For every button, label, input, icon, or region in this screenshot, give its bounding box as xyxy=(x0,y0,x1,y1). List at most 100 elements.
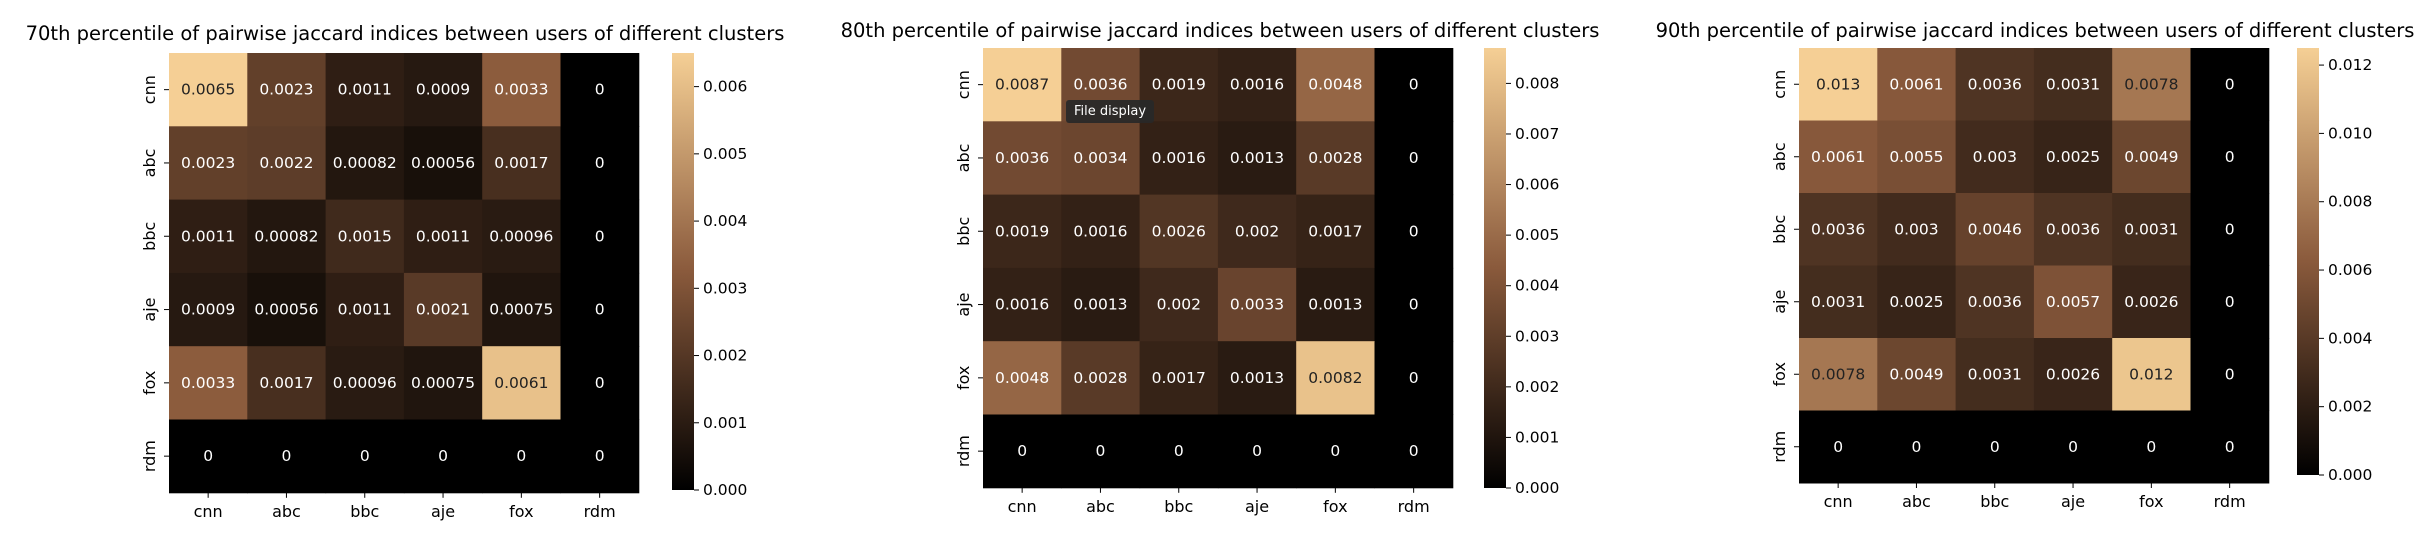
cell-label: 0 xyxy=(595,227,605,245)
colorbar-tick-label: 0.002 xyxy=(2328,398,2372,416)
cell-label: 0.0049 xyxy=(2124,148,2178,166)
y-tick-label: rdm xyxy=(954,435,973,467)
cell-label: 0 xyxy=(1409,369,1419,387)
cell-label: 0.0031 xyxy=(2124,220,2178,238)
colorbar xyxy=(1484,48,1506,488)
heatmap-cell xyxy=(2033,410,2113,484)
y-tick-label: cnn xyxy=(140,75,159,104)
cell-label: 0.002 xyxy=(1157,296,1201,314)
heatmap-cell xyxy=(1374,267,1454,342)
heatmap-cell xyxy=(983,414,1062,489)
heatmap-cell xyxy=(560,199,640,274)
cell-label: 0 xyxy=(1409,222,1419,240)
heatmap-cell xyxy=(983,267,1062,342)
cell-label: 0.00096 xyxy=(333,374,397,392)
heatmap-cell xyxy=(2190,265,2270,339)
heatmap-cell xyxy=(247,199,327,274)
cell-label: 0.0009 xyxy=(181,301,235,319)
colorbar-tick-label: 0.003 xyxy=(1515,327,1559,345)
cell-label: 0 xyxy=(2225,75,2235,93)
heatmap-cell xyxy=(325,126,405,201)
cell-label: 0.0057 xyxy=(2046,293,2100,311)
cell-label: 0.0016 xyxy=(1152,149,1206,167)
cell-label: 0.0055 xyxy=(1889,148,1943,166)
colorbar-tick-label: 0.004 xyxy=(2328,329,2372,347)
cell-label: 0.0078 xyxy=(2124,75,2178,93)
colorbar xyxy=(672,53,694,490)
heatmap-cell xyxy=(325,419,405,494)
heatmap-cell xyxy=(247,272,327,347)
y-tick-label: aje xyxy=(140,298,159,322)
heatmap-cell xyxy=(1296,194,1375,269)
y-tick-label: bbc xyxy=(1770,215,1789,244)
heatmap-cell xyxy=(482,53,561,127)
cell-label: 0 xyxy=(1096,442,1106,460)
cell-label: 0.0036 xyxy=(2046,220,2100,238)
heatmap-cell xyxy=(1374,341,1454,415)
colorbar-tick-label: 0.000 xyxy=(1515,479,1559,497)
cell-label: 0 xyxy=(1409,296,1419,314)
cell-label: 0 xyxy=(595,154,605,172)
x-tick-label: bbc xyxy=(1164,497,1193,516)
cell-label: 0.00075 xyxy=(489,301,553,319)
heatmap-cell xyxy=(1217,194,1297,269)
cell-label: 0.0065 xyxy=(181,81,235,99)
cell-label: 0.0082 xyxy=(1308,369,1362,387)
x-tick-label: fox xyxy=(1323,497,1347,516)
cell-label: 0 xyxy=(1990,438,2000,456)
heatmap-cell xyxy=(2112,338,2191,411)
colorbar-tick-label: 0.006 xyxy=(1515,176,1559,194)
y-tick-label: bbc xyxy=(140,222,159,251)
heatmap-cell xyxy=(1877,48,1957,121)
heatmap-cell xyxy=(1061,267,1141,342)
cell-label: 0.0011 xyxy=(181,227,235,245)
cell-label: 0.0078 xyxy=(1811,365,1865,383)
heatmap-cell xyxy=(1374,414,1454,489)
colorbar-tick-label: 0.005 xyxy=(1515,226,1559,244)
x-tick-label: fox xyxy=(509,502,533,521)
heatmap-cell xyxy=(1061,121,1141,196)
cell-label: 0.0015 xyxy=(338,227,392,245)
x-tick-label: fox xyxy=(2139,492,2163,511)
heatmap-cell xyxy=(403,272,483,347)
cell-label: 0.0019 xyxy=(1152,76,1206,94)
heatmap-cell xyxy=(2112,193,2191,266)
cell-label: 0.00096 xyxy=(489,227,553,245)
heatmap-cell xyxy=(983,194,1062,269)
heatmap-cell xyxy=(1217,48,1297,122)
heatmap-cell xyxy=(1799,48,1878,121)
heatmap-cell xyxy=(2190,410,2270,484)
colorbar-tick-label: 0.002 xyxy=(703,347,747,365)
cell-label: 0 xyxy=(595,374,605,392)
cell-label: 0.0046 xyxy=(1968,220,2022,238)
y-tick-label: rdm xyxy=(1770,431,1789,463)
heatmap-cell xyxy=(560,272,640,347)
heatmap-cell xyxy=(482,346,561,420)
cell-label: 0.0026 xyxy=(2046,365,2100,383)
x-tick-label: abc xyxy=(1086,497,1115,516)
y-tick-label: abc xyxy=(1770,142,1789,171)
cell-label: 0.0049 xyxy=(1889,365,1943,383)
heatmap-cell xyxy=(1877,120,1957,194)
y-tick-label: fox xyxy=(954,366,973,390)
heatmap-cell xyxy=(1296,121,1375,196)
heatmap-cell xyxy=(1955,193,2035,266)
cell-label: 0.0017 xyxy=(494,154,548,172)
colorbar-tick-label: 0.005 xyxy=(703,145,747,163)
heatmap-cell xyxy=(983,341,1062,415)
chart-title: 80th percentile of pairwise jaccard indi… xyxy=(841,19,1600,42)
heatmap-cell xyxy=(1139,267,1219,342)
heatmap-cell xyxy=(1877,193,1957,266)
cell-label: 0 xyxy=(595,447,605,465)
heatmap-cell xyxy=(1955,265,2035,339)
chart-title: 70th percentile of pairwise jaccard indi… xyxy=(26,22,785,45)
colorbar-tick-label: 0.001 xyxy=(1515,428,1559,446)
heatmap-cell xyxy=(403,53,483,127)
cell-label: 0.0033 xyxy=(181,374,235,392)
colorbar-tick-label: 0.010 xyxy=(2328,124,2372,142)
heatmap-cell xyxy=(482,272,561,347)
cell-label: 0.0017 xyxy=(1308,222,1362,240)
heatmap-cell xyxy=(1139,341,1219,415)
cell-label: 0.013 xyxy=(1816,75,1860,93)
